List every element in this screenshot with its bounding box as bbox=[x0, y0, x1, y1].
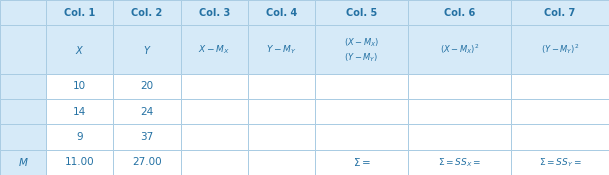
Bar bbox=[315, 25, 408, 74]
Bar bbox=[408, 99, 511, 124]
Bar bbox=[180, 74, 248, 99]
Text: $\Sigma =$: $\Sigma =$ bbox=[353, 156, 371, 168]
Bar bbox=[248, 99, 315, 124]
Text: Col. 5: Col. 5 bbox=[346, 8, 377, 18]
Bar bbox=[46, 74, 113, 99]
Bar bbox=[0, 25, 46, 74]
Bar bbox=[511, 25, 609, 74]
Bar bbox=[180, 25, 248, 74]
Text: 27.00: 27.00 bbox=[132, 157, 161, 167]
Text: $X - M_X$: $X - M_X$ bbox=[199, 43, 230, 56]
Text: 11.00: 11.00 bbox=[65, 157, 94, 167]
Bar bbox=[408, 25, 511, 74]
Bar bbox=[113, 25, 180, 74]
Bar bbox=[180, 150, 248, 175]
Text: $\Sigma = SS_Y =$: $\Sigma = SS_Y =$ bbox=[539, 156, 582, 169]
Bar bbox=[113, 99, 180, 124]
Bar bbox=[0, 124, 46, 150]
Bar bbox=[248, 25, 315, 74]
Bar bbox=[0, 0, 46, 25]
Bar bbox=[113, 124, 180, 150]
Bar bbox=[248, 0, 315, 25]
Bar bbox=[511, 150, 609, 175]
Bar bbox=[180, 124, 248, 150]
Bar bbox=[46, 25, 113, 74]
Text: $\Sigma = SS_X =$: $\Sigma = SS_X =$ bbox=[438, 156, 481, 169]
Bar bbox=[248, 124, 315, 150]
Bar bbox=[511, 74, 609, 99]
Text: Col. 6: Col. 6 bbox=[444, 8, 475, 18]
Bar bbox=[180, 99, 248, 124]
Text: Col. 7: Col. 7 bbox=[544, 8, 576, 18]
Text: $Y - M_Y$: $Y - M_Y$ bbox=[266, 43, 297, 56]
Bar bbox=[113, 74, 180, 99]
Bar bbox=[408, 124, 511, 150]
Bar bbox=[315, 150, 408, 175]
Text: Col. 1: Col. 1 bbox=[64, 8, 95, 18]
Bar bbox=[0, 74, 46, 99]
Bar bbox=[46, 150, 113, 175]
Text: 9: 9 bbox=[76, 132, 83, 142]
Bar bbox=[46, 0, 113, 25]
Text: Col. 3: Col. 3 bbox=[199, 8, 230, 18]
Bar bbox=[315, 0, 408, 25]
Bar bbox=[0, 150, 46, 175]
Bar bbox=[46, 124, 113, 150]
Bar bbox=[408, 0, 511, 25]
Bar bbox=[0, 99, 46, 124]
Bar bbox=[180, 0, 248, 25]
Text: 10: 10 bbox=[73, 81, 86, 91]
Bar bbox=[113, 0, 180, 25]
Text: $Y$: $Y$ bbox=[143, 44, 151, 55]
Bar bbox=[511, 0, 609, 25]
Bar bbox=[315, 124, 408, 150]
Text: 24: 24 bbox=[140, 107, 153, 117]
Text: $M$: $M$ bbox=[18, 156, 28, 168]
Bar bbox=[46, 99, 113, 124]
Bar bbox=[315, 99, 408, 124]
Text: $X$: $X$ bbox=[75, 44, 84, 55]
Bar bbox=[408, 150, 511, 175]
Text: 37: 37 bbox=[140, 132, 153, 142]
Bar bbox=[511, 99, 609, 124]
Text: 20: 20 bbox=[140, 81, 153, 91]
Text: 14: 14 bbox=[72, 107, 86, 117]
Text: Col. 2: Col. 2 bbox=[131, 8, 163, 18]
Text: $(Y - M_Y)$: $(Y - M_Y)$ bbox=[345, 52, 379, 64]
Bar bbox=[248, 150, 315, 175]
Bar bbox=[408, 74, 511, 99]
Text: $(X - M_X)$: $(X - M_X)$ bbox=[344, 37, 379, 50]
Bar bbox=[248, 74, 315, 99]
Bar bbox=[113, 150, 180, 175]
Text: $(X - M_X)^2$: $(X - M_X)^2$ bbox=[440, 43, 479, 57]
Text: Col. 4: Col. 4 bbox=[266, 8, 297, 18]
Bar bbox=[511, 124, 609, 150]
Bar bbox=[315, 74, 408, 99]
Text: $(Y - M_Y)^2$: $(Y - M_Y)^2$ bbox=[541, 43, 579, 57]
